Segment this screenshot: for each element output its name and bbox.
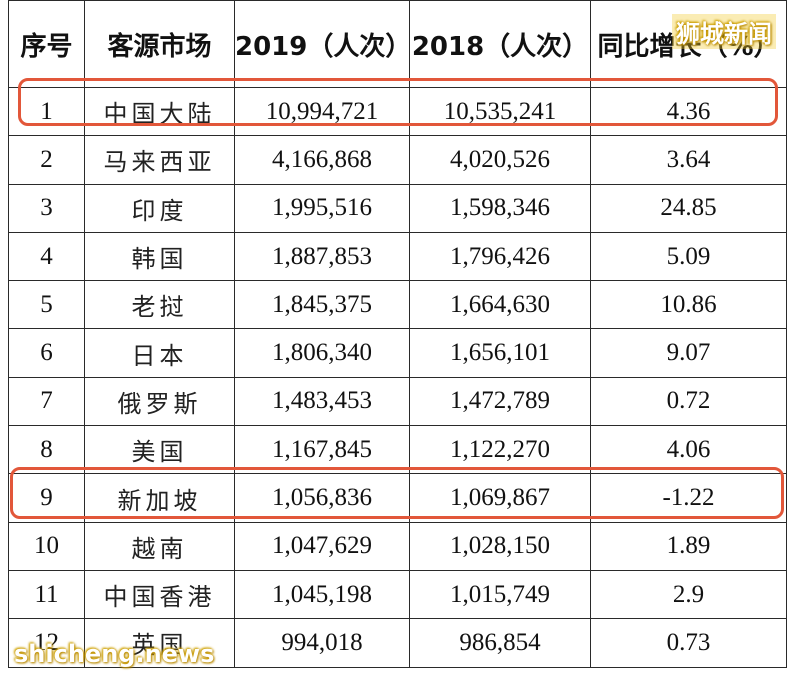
table-row: 1 中国大陆 10,994,721 10,535,241 4.36 [8,86,787,137]
cell-rank: 12 [8,618,85,668]
table-header-row: 序号 客源市场 2019（人次） 2018（人次） 同比增长（%） [8,0,787,88]
cell-rank: 4 [8,231,85,282]
header-growth: 同比增长（%） [590,0,787,88]
cell-2019: 10,994,721 [234,86,410,137]
tourism-table-container: 序号 客源市场 2019（人次） 2018（人次） 同比增长（%） 1 中国大陆… [8,0,787,674]
cell-rank: 6 [8,328,85,378]
cell-rank: 1 [8,86,85,137]
cell-2018: 1,796,426 [409,231,591,282]
cell-growth: 24.85 [590,183,787,233]
cell-market: 韩国 [84,231,235,282]
cell-2018: 4,020,526 [409,135,591,185]
cell-2018: 1,015,749 [409,569,591,620]
table-row: 12 英国 994,018 986,854 0.73 [8,618,787,668]
cell-2019: 1,845,375 [234,280,410,330]
cell-2019: 1,167,845 [234,425,410,475]
table-row: 4 韩国 1,887,853 1,796,426 5.09 [8,231,787,282]
cell-market: 越南 [84,521,235,571]
cell-growth: 1.89 [590,521,787,571]
cell-2018: 1,069,867 [409,473,591,523]
cell-2019: 1,995,516 [234,183,410,233]
cell-market: 马来西亚 [84,135,235,185]
cell-2019: 1,045,198 [234,569,410,620]
cell-growth: 4.36 [590,86,787,137]
header-rank: 序号 [8,0,85,88]
cell-2019: 1,806,340 [234,328,410,378]
cell-market: 中国大陆 [84,86,235,137]
cell-rank: 11 [8,569,85,620]
table-row: 7 俄罗斯 1,483,453 1,472,789 0.72 [8,376,787,427]
header-market: 客源市场 [84,0,235,88]
cell-growth: 9.07 [590,328,787,378]
cell-rank: 8 [8,425,85,475]
cell-growth: 3.64 [590,135,787,185]
cell-rank: 7 [8,376,85,427]
cell-market: 美国 [84,425,235,475]
cell-rank: 5 [8,280,85,330]
cell-growth: -1.22 [590,473,787,523]
cell-market: 英国 [84,618,235,668]
cell-2019: 1,483,453 [234,376,410,427]
table-row: 5 老挝 1,845,375 1,664,630 10.86 [8,280,787,330]
table-row: 11 中国香港 1,045,198 1,015,749 2.9 [8,569,787,620]
cell-market: 老挝 [84,280,235,330]
watermark-logo-bottom: shicheng.news [14,640,215,668]
cell-2018: 986,854 [409,618,591,668]
table-row: 3 印度 1,995,516 1,598,346 24.85 [8,183,787,233]
cell-growth: 0.72 [590,376,787,427]
cell-2019: 1,047,629 [234,521,410,571]
cell-growth: 4.06 [590,425,787,475]
cell-growth: 0.73 [590,618,787,668]
cell-market: 俄罗斯 [84,376,235,427]
table-row: 9 新加坡 1,056,836 1,069,867 -1.22 [8,473,787,523]
cell-2018: 1,472,789 [409,376,591,427]
cell-growth: 2.9 [590,569,787,620]
table-row: 6 日本 1,806,340 1,656,101 9.07 [8,328,787,378]
cell-2019: 1,887,853 [234,231,410,282]
header-2018: 2018（人次） [409,0,591,88]
cell-2019: 1,056,836 [234,473,410,523]
cell-rank: 3 [8,183,85,233]
cell-2018: 1,656,101 [409,328,591,378]
cell-2018: 1,598,346 [409,183,591,233]
cell-rank: 2 [8,135,85,185]
watermark-logo-top: 狮城新闻 [672,14,776,49]
cell-2018: 1,664,630 [409,280,591,330]
table-row: 2 马来西亚 4,166,868 4,020,526 3.64 [8,135,787,185]
cell-market: 印度 [84,183,235,233]
cell-growth: 10.86 [590,280,787,330]
header-2019: 2019（人次） [234,0,410,88]
cell-2018: 1,028,150 [409,521,591,571]
cell-2018: 1,122,270 [409,425,591,475]
cell-rank: 10 [8,521,85,571]
cell-market: 中国香港 [84,569,235,620]
cell-growth: 5.09 [590,231,787,282]
cell-2018: 10,535,241 [409,86,591,137]
cell-2019: 994,018 [234,618,410,668]
cell-rank: 9 [8,473,85,523]
table-row: 10 越南 1,047,629 1,028,150 1.89 [8,521,787,571]
cell-2019: 4,166,868 [234,135,410,185]
table-row: 8 美国 1,167,845 1,122,270 4.06 [8,425,787,475]
tourism-table: 序号 客源市场 2019（人次） 2018（人次） 同比增长（%） 1 中国大陆… [8,0,787,668]
cell-market: 日本 [84,328,235,378]
cell-market: 新加坡 [84,473,235,523]
